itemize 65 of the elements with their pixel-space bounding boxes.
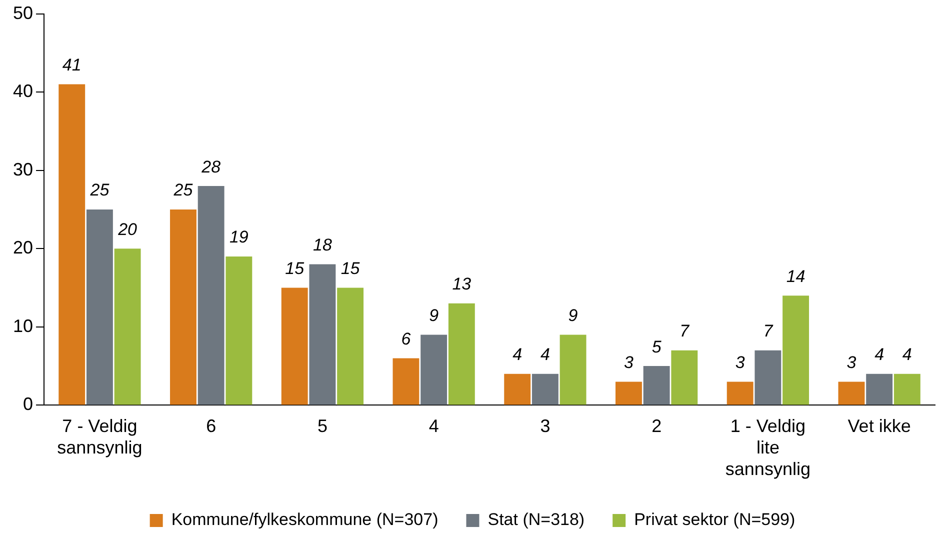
x-tick-label: 2 (652, 416, 662, 436)
data-label: 3 (846, 352, 857, 372)
x-tick-label: 4 (428, 416, 439, 436)
data-label: 15 (285, 259, 305, 278)
bar (170, 210, 196, 405)
bar (392, 358, 420, 405)
bar (337, 288, 364, 405)
y-tick-label: 20 (12, 238, 34, 258)
data-label: 14 (786, 266, 806, 286)
bar (726, 382, 754, 405)
data-label: 3 (624, 352, 634, 372)
bar (532, 374, 558, 405)
x-tick-label: Vet ikke (848, 416, 911, 436)
bar (504, 374, 531, 405)
data-label: 19 (229, 228, 249, 247)
data-label: 4 (874, 345, 884, 364)
data-label: 9 (568, 306, 578, 325)
bar (866, 374, 893, 405)
x-tick-label: 1 - Veldig lite sannsynlig (725, 416, 810, 480)
y-tick-label: 30 (12, 159, 34, 180)
legend-label: Privat sektor (N=599) (634, 510, 796, 530)
y-tick-label: 50 (12, 2, 34, 23)
bar (616, 382, 642, 405)
data-label: 25 (172, 180, 194, 200)
data-label: 5 (652, 337, 662, 356)
y-tick-label: 0 (23, 394, 34, 414)
x-tick-label: 5 (317, 416, 328, 436)
legend-label: Stat (N=318) (488, 510, 585, 530)
y-tick-label: 10 (12, 316, 34, 336)
bar (226, 256, 252, 405)
data-label: 18 (312, 236, 332, 255)
bar (281, 288, 308, 405)
bar (448, 303, 475, 405)
bar (894, 374, 920, 405)
data-label: 15 (340, 259, 360, 278)
data-label: 3 (735, 352, 746, 372)
x-tick-label: 7 - Veldig sannsynlig (57, 416, 142, 458)
legend-label: Kommune/fylkeskommune (N=307) (171, 510, 438, 530)
bar (58, 84, 86, 405)
x-tick-label: 6 (206, 416, 216, 436)
data-label: 20 (117, 220, 138, 239)
bar (671, 350, 698, 405)
data-label: 4 (902, 345, 912, 364)
bar (782, 296, 810, 405)
y-tick-label: 40 (12, 81, 34, 102)
x-tick-label: 3 (540, 416, 550, 436)
data-label: 9 (429, 306, 440, 325)
bar (86, 210, 113, 405)
data-label: 13 (452, 274, 472, 294)
bar (114, 248, 141, 405)
data-label: 7 (763, 322, 774, 341)
data-label: 4 (512, 345, 522, 364)
data-label: 4 (540, 345, 550, 364)
data-label: 25 (89, 180, 110, 200)
data-label: 6 (401, 329, 412, 348)
bar (420, 334, 448, 405)
data-label: 41 (62, 55, 82, 74)
data-label: 7 (680, 322, 690, 341)
bar (309, 264, 336, 405)
bar (754, 350, 782, 405)
bar (560, 334, 586, 405)
bar (643, 366, 670, 405)
bar (198, 186, 224, 405)
bar (838, 382, 865, 405)
data-label: 28 (200, 157, 222, 176)
